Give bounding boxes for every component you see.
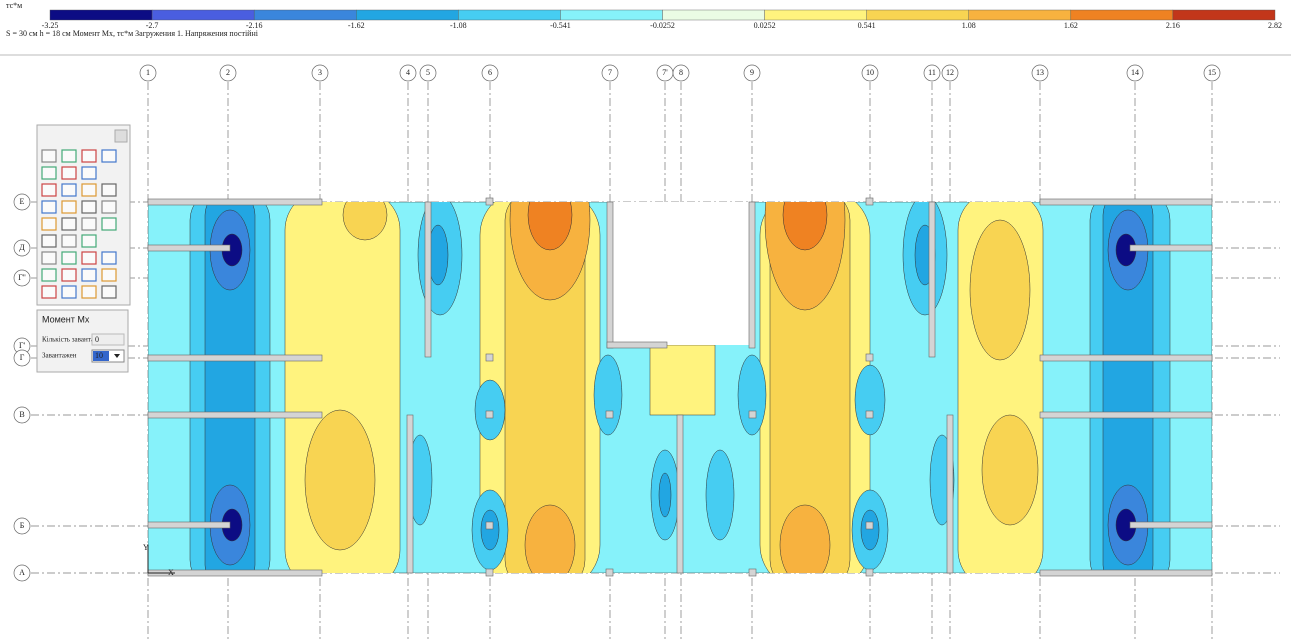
- tool-button[interactable]: [62, 201, 76, 213]
- colorbar-label: 2.16: [1166, 21, 1180, 30]
- caption: S = 30 см h = 18 см Момент Mx, тс*м Загр…: [6, 29, 259, 38]
- tool-button[interactable]: [42, 167, 56, 179]
- colorbar-segment: [1071, 10, 1173, 20]
- tool-button[interactable]: [82, 167, 96, 179]
- tool-button[interactable]: [82, 235, 96, 247]
- column-label: 15: [1208, 68, 1216, 77]
- tool-button[interactable]: [102, 184, 116, 196]
- column-label: 7': [662, 68, 668, 77]
- colorbar-label: -0.541: [550, 21, 571, 30]
- screen: 12345677'89101112131415ЕДГ''Г'ГВБА X Y т…: [0, 0, 1291, 643]
- row-label: Г'': [18, 273, 26, 282]
- field-label: Завантажен: [42, 352, 77, 360]
- colorbar-segment: [765, 10, 867, 20]
- colorbar-segment: [254, 10, 356, 20]
- tool-button[interactable]: [62, 252, 76, 264]
- colorbar-label: -1.08: [450, 21, 467, 30]
- colorbar-label: -2.16: [246, 21, 263, 30]
- tool-button[interactable]: [82, 184, 96, 196]
- colorbar-label: 0.541: [858, 21, 876, 30]
- tool-button[interactable]: [102, 286, 116, 298]
- field-value: 0: [95, 335, 99, 344]
- axis-y-label: Y: [143, 543, 149, 552]
- column-label: 11: [928, 68, 936, 77]
- column-label: 2: [226, 68, 230, 77]
- tool-button[interactable]: [42, 286, 56, 298]
- column-label: 8: [679, 68, 683, 77]
- tool-button[interactable]: [42, 269, 56, 281]
- colorbar-segment: [458, 10, 560, 20]
- tool-button[interactable]: [82, 150, 96, 162]
- tool-button[interactable]: [102, 201, 116, 213]
- tool-button[interactable]: [62, 235, 76, 247]
- column-label: 9: [750, 68, 754, 77]
- tool-button[interactable]: [42, 252, 56, 264]
- tool-button[interactable]: [82, 252, 96, 264]
- row-label: Б: [20, 521, 25, 530]
- tool-button[interactable]: [62, 218, 76, 230]
- tool-button[interactable]: [82, 269, 96, 281]
- column-label: 13: [1036, 68, 1044, 77]
- field-label: Кількість завантаж: [42, 336, 99, 344]
- row-label: Д: [19, 243, 25, 252]
- tool-button[interactable]: [102, 252, 116, 264]
- row-label: Г': [19, 341, 26, 350]
- colorbar-segment: [969, 10, 1071, 20]
- row-label: А: [19, 568, 25, 577]
- tool-button[interactable]: [102, 269, 116, 281]
- colorbar-label: 2.82: [1268, 21, 1282, 30]
- colorbar-segment: [50, 10, 152, 20]
- colorbar-label: -0.0252: [650, 21, 675, 30]
- tool-button[interactable]: [102, 150, 116, 162]
- tool-button[interactable]: [82, 286, 96, 298]
- colorbar-segment: [1173, 10, 1275, 20]
- row-label: Г: [20, 353, 25, 362]
- row-label: В: [19, 410, 24, 419]
- colorbar-segment: [867, 10, 969, 20]
- tool-button[interactable]: [62, 150, 76, 162]
- colorbar-label: -1.62: [348, 21, 365, 30]
- column-label: 1: [146, 68, 150, 77]
- tool-button[interactable]: [42, 218, 56, 230]
- colorbar-segment: [356, 10, 458, 20]
- column-label: 5: [426, 68, 430, 77]
- colorbar-label: -3.25: [42, 21, 59, 30]
- column-label: 3: [318, 68, 322, 77]
- column-label: 12: [946, 68, 954, 77]
- tool-button[interactable]: [42, 184, 56, 196]
- tool-button[interactable]: [62, 269, 76, 281]
- tool-button[interactable]: [42, 150, 56, 162]
- row-label: Е: [20, 197, 25, 206]
- tool-button[interactable]: [62, 167, 76, 179]
- axis-x-label: X: [168, 568, 174, 577]
- colorbar-segment: [560, 10, 662, 20]
- column-label: 4: [406, 68, 410, 77]
- colorbar-label: 1.62: [1064, 21, 1078, 30]
- column-label: 14: [1131, 68, 1139, 77]
- tool-panel: Момент Мх Кількість завантаж 0 Завантаже…: [37, 125, 130, 372]
- colorbar-label: -2.7: [146, 21, 159, 30]
- tool-button[interactable]: [102, 218, 116, 230]
- tool-button[interactable]: [62, 184, 76, 196]
- tool-button[interactable]: [42, 235, 56, 247]
- column-label: 10: [866, 68, 874, 77]
- colorbar-label: 1.08: [962, 21, 976, 30]
- tool-button[interactable]: [82, 218, 96, 230]
- column-label: 6: [488, 68, 492, 77]
- column-label: 7: [608, 68, 612, 77]
- tool-button[interactable]: [42, 201, 56, 213]
- panel-title: Момент Мх: [42, 314, 90, 324]
- tool-button[interactable]: [82, 201, 96, 213]
- field-value: 10: [95, 351, 103, 360]
- colorbar-segment: [663, 10, 765, 20]
- colorbar: -3.25 -2.7 -2.16 -1.62 -1.08 -0.541 -0.0252 0.0…: [42, 10, 1282, 30]
- tool-button[interactable]: [62, 286, 76, 298]
- colorbar-label: 0.0252: [754, 21, 776, 30]
- unit: тс*м: [6, 1, 22, 10]
- colorbar-segment: [152, 10, 254, 20]
